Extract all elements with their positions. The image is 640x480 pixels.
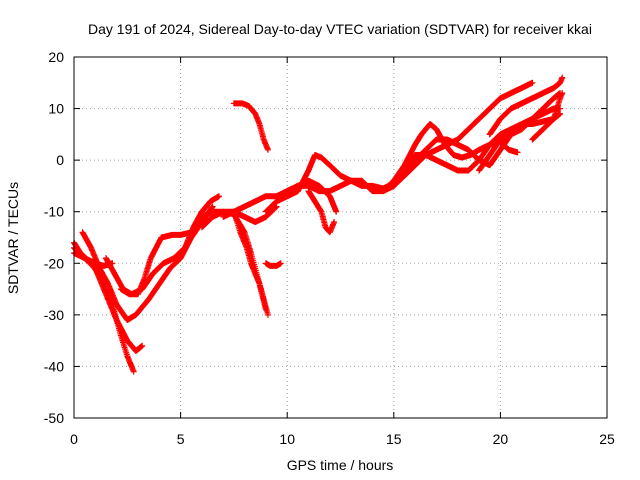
y-tick-label: -40 (44, 358, 64, 374)
data-markers-arc10 (262, 260, 284, 269)
data-markers-arc18 (476, 90, 564, 174)
x-axis-label: GPS time / hours (287, 457, 394, 473)
x-tick-label: 5 (177, 431, 185, 447)
x-tick-label: 10 (279, 431, 295, 447)
x-tick-label: 25 (599, 431, 615, 447)
y-tick-label: 0 (56, 152, 64, 168)
data-series (71, 74, 566, 375)
data-markers-arc20 (529, 90, 566, 143)
x-tick-label: 15 (386, 431, 402, 447)
data-markers-arc19 (486, 74, 566, 138)
axis-ticks: 0 5 10 15 20 25 -50 -40 -30 -20 -10 0 10 20 (44, 49, 615, 447)
data-markers-arc9 (230, 100, 271, 153)
series-arc18 (476, 90, 564, 174)
series-arc9 (230, 100, 271, 153)
plot-frame (73, 56, 608, 419)
x-tick-label: 20 (493, 431, 509, 447)
series-arc20 (529, 90, 566, 143)
y-tick-label: -50 (44, 410, 64, 426)
x-tick-label: 0 (70, 431, 78, 447)
y-tick-label: 20 (48, 49, 64, 65)
y-tick-label: -10 (44, 204, 64, 220)
series-arc10 (262, 260, 284, 269)
y-axis-label: SDTVAR / TECUs (5, 182, 21, 294)
data-markers-arc13 (305, 188, 338, 236)
y-tick-label: 10 (48, 101, 64, 117)
series-arc19 (486, 74, 566, 138)
chart-title: Day 191 of 2024, Sidereal Day-to-day VTE… (88, 21, 592, 37)
series-arc13 (305, 188, 338, 236)
y-tick-label: -20 (44, 255, 64, 271)
y-tick-label: -30 (44, 307, 64, 323)
